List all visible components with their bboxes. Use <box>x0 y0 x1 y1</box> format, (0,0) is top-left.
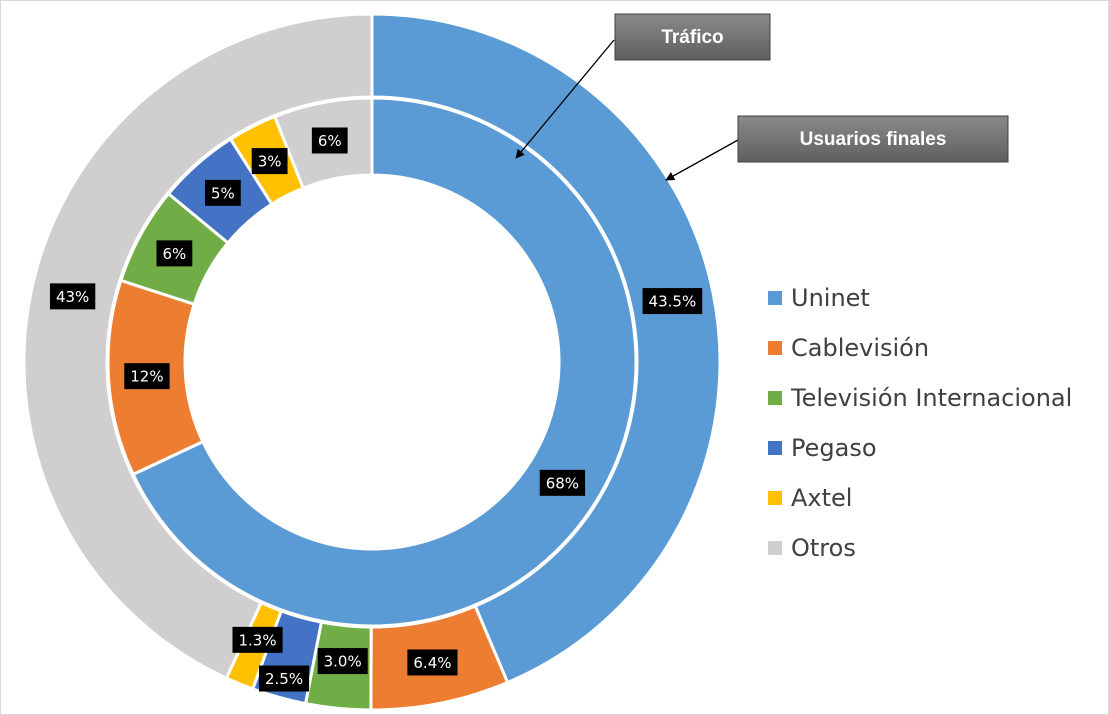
data-label-box <box>251 148 288 175</box>
data-label-text: 3% <box>258 153 282 171</box>
legend-label: Uninet <box>791 284 870 312</box>
data-label: 12% <box>124 363 170 390</box>
data-label-box <box>259 665 310 692</box>
data-label-text: 43.5% <box>649 293 697 311</box>
data-label-text: 12% <box>130 368 163 386</box>
legend-swatch <box>768 441 782 455</box>
legend-label: Axtel <box>791 484 852 512</box>
data-label: 3.0% <box>317 648 368 675</box>
legend-swatch <box>768 491 782 505</box>
data-label-box <box>204 179 241 206</box>
data-label-text: 2.5% <box>265 670 303 688</box>
data-label-text: 3.0% <box>324 653 362 671</box>
data-label-text: 6% <box>162 245 186 263</box>
data-label: 68% <box>539 469 586 496</box>
data-label: 6% <box>156 240 193 267</box>
annotation-arrow <box>515 39 615 159</box>
annotation-box <box>737 115 1009 163</box>
legend-label: Otros <box>791 534 856 562</box>
data-label: 43% <box>49 283 96 310</box>
annotation-text: Tráfico <box>661 27 723 48</box>
data-label-box <box>124 363 170 390</box>
data-label-text: 68% <box>546 474 579 492</box>
data-label-text: 1.3% <box>238 631 276 649</box>
donut-slice <box>131 96 638 628</box>
legend-label: Televisión Internacional <box>790 384 1072 412</box>
data-label: 43.5% <box>642 288 703 315</box>
legend-label: Cablevisión <box>791 334 929 362</box>
data-label-text: 6% <box>318 132 342 150</box>
legend-swatch <box>768 291 782 305</box>
data-label-box <box>232 626 283 653</box>
annotation-arrow <box>665 139 739 181</box>
data-label: 1.3% <box>232 626 283 653</box>
annotation-box <box>614 13 771 61</box>
data-label-box <box>317 648 368 675</box>
data-label-box <box>407 649 458 676</box>
legend-swatch <box>768 391 782 405</box>
data-label-box <box>539 469 586 496</box>
legend-label: Pegaso <box>791 434 877 462</box>
data-label: 3% <box>251 148 288 175</box>
legend-swatch <box>768 541 782 555</box>
data-label-box <box>49 283 96 310</box>
data-label-box <box>156 240 193 267</box>
data-label-box <box>642 288 703 315</box>
data-label: 2.5% <box>259 665 310 692</box>
data-label: 6.4% <box>407 649 458 676</box>
data-label-text: 43% <box>56 288 89 306</box>
data-label-text: 6.4% <box>413 654 451 672</box>
annotation-text: Usuarios finales <box>800 129 947 150</box>
legend-swatch <box>768 341 782 355</box>
data-label: 5% <box>204 179 241 206</box>
data-label-text: 5% <box>211 184 235 202</box>
data-label-box <box>311 127 348 154</box>
data-label: 6% <box>311 127 348 154</box>
